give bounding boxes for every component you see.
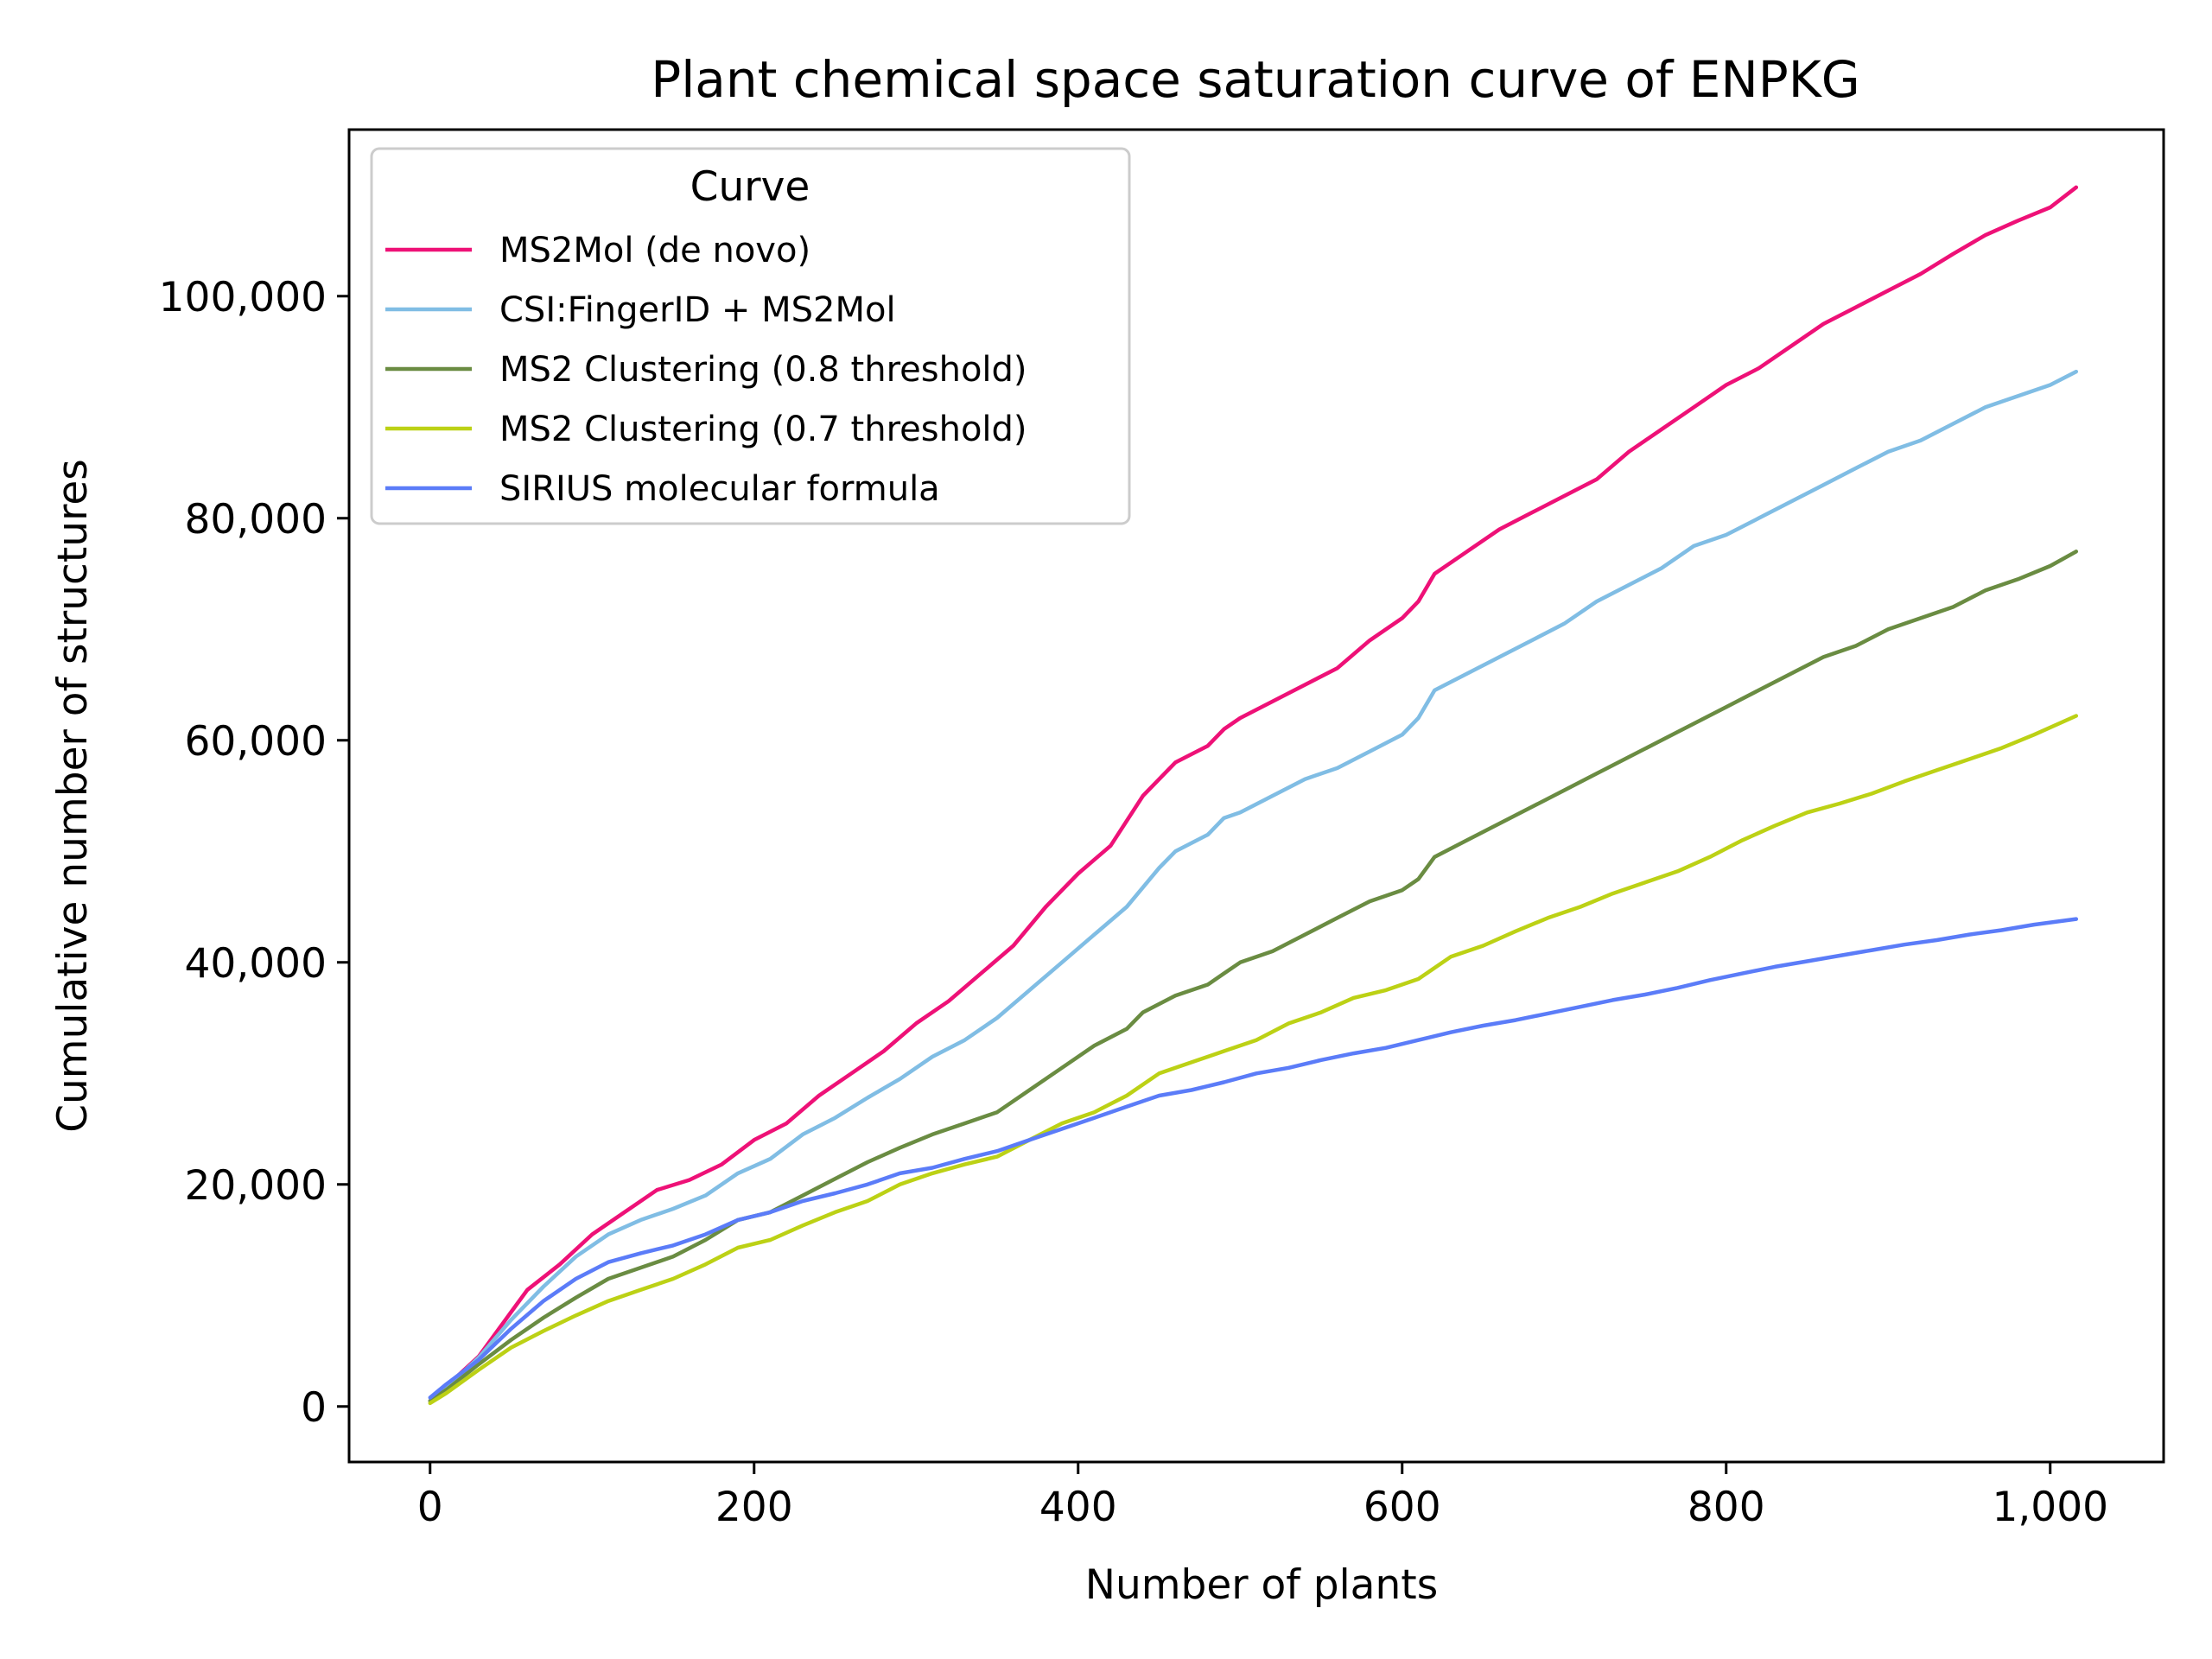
legend-entry-3: MS2 Clustering (0.8 threshold) — [499, 350, 1027, 390]
chart-title: Plant chemical space saturation curve of… — [651, 50, 1860, 109]
plot-area-frame — [347, 128, 2165, 1464]
series-line-3 — [428, 550, 2079, 1403]
data-series — [428, 185, 2079, 1406]
series-line-5 — [428, 917, 2079, 1400]
y-tick-label: 100,000 — [159, 274, 327, 321]
legend-entry-5: SIRIUS molecular formula — [499, 469, 940, 509]
x-tick-label: 1,000 — [1992, 1484, 2108, 1531]
legend-entry-2: CSI:FingerID + MS2Mol — [499, 290, 896, 330]
series-line-2 — [428, 369, 2079, 1403]
legend-box — [370, 147, 1131, 525]
y-tick-label: 20,000 — [185, 1162, 327, 1210]
x-tick-label: 800 — [1688, 1484, 1765, 1531]
y-axis-label: Cumulative number of structures — [49, 459, 97, 1133]
x-tick-label: 0 — [417, 1484, 443, 1531]
x-axis-label: Number of plants — [1085, 1561, 1438, 1609]
x-tick-label: 600 — [1363, 1484, 1441, 1531]
y-tick-label: 60,000 — [185, 718, 327, 766]
legend-entry-4: MS2 Clustering (0.7 threshold) — [499, 410, 1027, 449]
axis-ticks: 0 200 400 600 800 1,000 0 20,000 40,000 60,000 80,… — [159, 274, 2108, 1531]
y-tick-label: 40,000 — [185, 940, 327, 988]
y-tick-label: 0 — [301, 1384, 327, 1432]
legend: Curve MS2Mol (de novo) CSI:FingerID + MS2… — [370, 147, 1131, 525]
legend-entry-1: MS2Mol (de novo) — [499, 231, 810, 270]
x-tick-label: 200 — [715, 1484, 793, 1531]
series-line-1 — [428, 185, 2079, 1403]
y-tick-label: 80,000 — [185, 496, 327, 543]
series-line-4 — [428, 714, 2079, 1406]
x-tick-label: 400 — [1039, 1484, 1117, 1531]
legend-title: Curve — [690, 163, 810, 211]
